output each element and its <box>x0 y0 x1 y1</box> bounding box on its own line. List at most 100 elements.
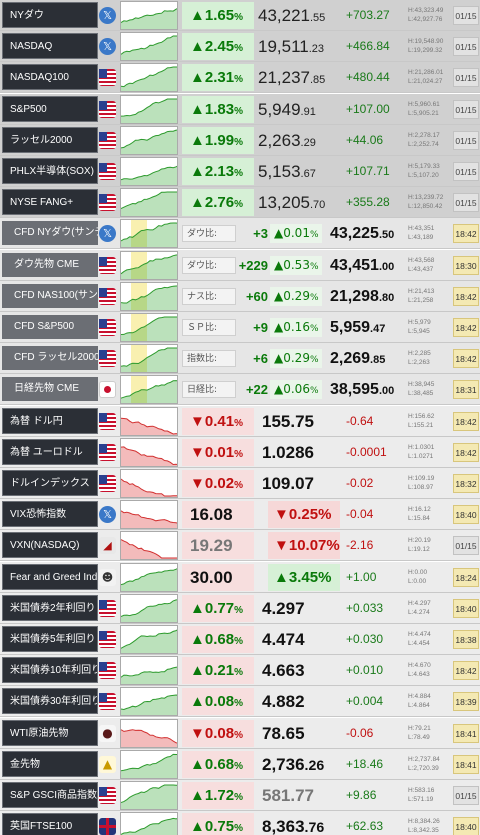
mini-chart[interactable] <box>120 344 178 374</box>
mini-chart[interactable] <box>120 250 178 280</box>
mini-chart[interactable] <box>120 157 178 186</box>
update-date: 01/15 <box>453 162 479 181</box>
mini-chart[interactable] <box>120 781 178 810</box>
change-percent: ▼0.41% <box>182 407 254 435</box>
instrument-name[interactable]: 米国債券5年利回り <box>2 626 98 652</box>
instrument-name[interactable]: 金先物 <box>2 750 98 777</box>
change-value: +0.033 <box>346 600 384 615</box>
mini-chart[interactable] <box>120 375 178 405</box>
percent-unit: % <box>234 792 243 803</box>
percent-unit: % <box>234 74 243 86</box>
mini-chart[interactable] <box>120 593 178 623</box>
instrument-name[interactable]: ラッセル2000 <box>2 126 98 153</box>
mini-chart[interactable] <box>120 749 178 779</box>
percent-value: 2.45 <box>204 38 235 56</box>
x-icon[interactable]: 𝕏 <box>99 7 116 24</box>
mini-chart[interactable] <box>120 656 178 686</box>
change-value: -0.0001 <box>346 444 387 459</box>
instrument-name[interactable]: NYダウ <box>2 2 98 28</box>
mini-chart[interactable] <box>120 125 178 155</box>
x-icon[interactable]: 𝕏 <box>99 506 116 524</box>
mini-chart[interactable] <box>120 1 178 30</box>
percent-value: 0.29 <box>283 288 310 303</box>
instrument-name[interactable]: CFD NYダウ(サンデー) <box>2 221 98 246</box>
instrument-name[interactable]: 米国債券2年利回り <box>2 594 98 621</box>
market-row: 英国FTSE100 ▲0.75% 8,363.76 +62.63 H:8,384.26 L… <box>0 811 480 835</box>
high-low: H:38,945 L:38,485 <box>408 374 454 405</box>
sparkline-line <box>121 254 177 274</box>
change-value: +62.63 <box>346 819 384 834</box>
price-decimal: .26 <box>304 757 325 774</box>
sparkline-area <box>121 729 177 747</box>
instrument-name[interactable]: ダウ先物 CME <box>2 252 98 277</box>
instrument-name[interactable]: 米国債券30年利回り <box>2 688 98 715</box>
mini-chart[interactable] <box>120 219 178 249</box>
high-value: H:43,323.49 <box>408 7 444 14</box>
price: 5,153.67 <box>256 156 340 187</box>
mini-chart[interactable] <box>120 718 178 748</box>
change-percent: ▲0.21% <box>182 657 254 685</box>
instrument-name[interactable]: ドルインデックス <box>2 470 98 496</box>
x-icon[interactable]: 𝕏 <box>99 225 116 243</box>
price-decimal: .85 <box>370 354 386 367</box>
price: 4.882 <box>256 686 340 717</box>
mini-chart[interactable] <box>120 469 178 498</box>
percent-unit: % <box>234 760 243 772</box>
instrument-name[interactable]: NYSE FANG+ <box>2 189 98 216</box>
mini-chart[interactable] <box>120 281 178 311</box>
x-icon[interactable]: 𝕏 <box>99 38 116 56</box>
instrument-name[interactable]: PHLX半導体(SOX) <box>2 158 98 184</box>
percent-unit: % <box>234 480 243 491</box>
change-value: +0.004 <box>346 694 384 709</box>
mini-chart[interactable] <box>120 406 178 436</box>
sparkline-area <box>121 317 177 341</box>
instrument-name[interactable]: CFD S&P500 <box>2 315 98 339</box>
instrument-name[interactable]: NASDAQ100 <box>2 64 98 91</box>
sparkline-line <box>121 666 177 678</box>
instrument-name[interactable]: VXN(NASDAQ) <box>2 532 98 559</box>
mini-chart[interactable] <box>120 687 178 717</box>
high-low: H:4.670 L:4.643 <box>408 655 454 686</box>
price: 2,269.85 <box>330 343 408 374</box>
instrument-name[interactable]: 為替 ドル円 <box>2 407 98 434</box>
instrument-name[interactable]: CFD NAS100(サンデー) <box>2 283 98 308</box>
price: 38,595.00 <box>330 374 408 405</box>
mini-chart[interactable] <box>120 63 178 93</box>
instrument-name[interactable]: CFD ラッセル2000 <box>2 346 98 371</box>
mini-chart[interactable] <box>120 531 178 561</box>
market-row: VXN(NASDAQ) ◢ 19.29 ▼10.07% -2.16 H:20.19 L:19… <box>0 530 480 562</box>
arrow-up-icon: ▲ <box>274 382 284 397</box>
instrument-name[interactable]: 英国FTSE100 <box>2 813 98 835</box>
instrument-name[interactable]: 日経先物 CME <box>2 377 98 402</box>
instrument-name[interactable]: VIX恐怖指数 <box>2 501 98 528</box>
mini-chart[interactable] <box>120 437 178 467</box>
instrument-name[interactable]: NASDAQ <box>2 33 98 60</box>
compare-diff: +9 <box>253 320 268 335</box>
high-low: H:5,960.61 L:5,905.21 <box>408 94 454 125</box>
instrument-name[interactable]: Fear and Greed Index <box>2 563 98 590</box>
market-row: 米国債券5年利回り ▲0.68% 4.474 +0.030 H:4.474 L:4.454… <box>0 624 480 655</box>
high-low: H:20.19 L:19.12 <box>408 530 454 561</box>
mini-chart[interactable] <box>120 500 178 530</box>
update-time: 01/15 <box>453 536 479 556</box>
mini-chart[interactable] <box>120 562 178 592</box>
mini-chart[interactable] <box>120 94 178 124</box>
arrow-down-icon: ▼ <box>274 537 289 555</box>
mini-chart[interactable] <box>120 812 178 835</box>
mini-chart[interactable] <box>120 32 178 62</box>
update-time: 18:42 <box>453 286 479 306</box>
cfd-row: CFD NYダウ(サンデー)𝕏ダウ比:+3▲0.01%43,225.50H:43… <box>0 218 480 250</box>
arrow-up-icon: ▲ <box>190 662 205 680</box>
instrument-name[interactable]: S&P500 <box>2 95 98 122</box>
update-time: 18:42 <box>453 349 479 369</box>
sparkline-line <box>121 753 177 771</box>
instrument-name[interactable]: 為替 ユーロドル <box>2 438 98 465</box>
mini-chart[interactable] <box>120 625 178 654</box>
mini-chart[interactable] <box>120 313 178 342</box>
high-value: H:19,548.90 <box>408 38 444 46</box>
instrument-name[interactable]: S&P GSCI商品指数 <box>2 782 98 808</box>
instrument-name[interactable]: WTI原油先物 <box>2 719 98 746</box>
instrument-name[interactable]: 米国債券10年利回り <box>2 657 98 684</box>
mini-chart[interactable] <box>120 188 178 218</box>
percent-unit: % <box>309 324 319 334</box>
